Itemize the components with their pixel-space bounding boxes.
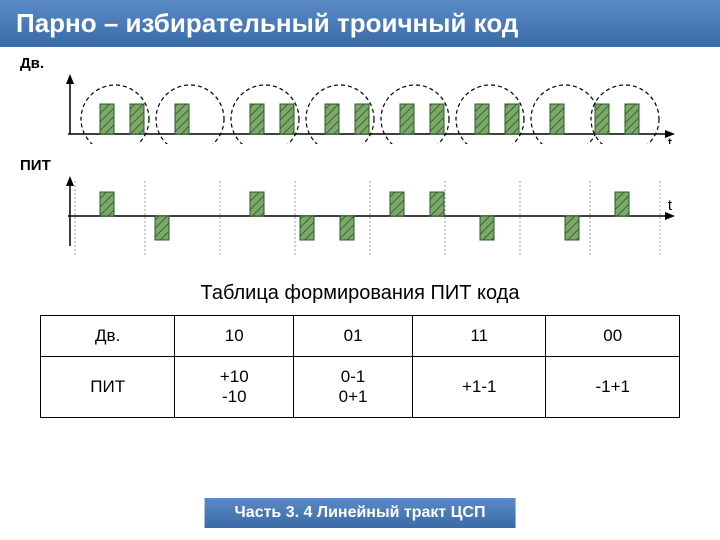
title-text: Парно – избирательный троичный код (16, 8, 518, 38)
bottom-diagram: ПИТ t (0, 149, 720, 266)
cell: -1+1 (546, 357, 680, 418)
title-bar: Парно – избирательный троичный код (0, 0, 720, 47)
footer-bar: Часть 3. 4 Линейный тракт ЦСП (205, 498, 516, 528)
bottom-diagram-label: ПИТ (20, 157, 700, 174)
footer-text: Часть 3. 4 Линейный тракт ЦСП (235, 504, 486, 521)
cell: 01 (294, 316, 413, 357)
svg-text:t: t (668, 135, 673, 144)
cell: Дв. (41, 316, 175, 357)
cell: 10 (175, 316, 294, 357)
cell: 00 (546, 316, 680, 357)
top-diagram: Дв. t (0, 47, 720, 149)
bottom-diagram-svg: t (20, 176, 680, 261)
table-caption: Таблица формирования ПИТ кода (0, 282, 720, 305)
top-diagram-label: Дв. (20, 55, 700, 72)
code-table: Дв. 10 01 11 00 ПИТ +10-10 0-10+1 +1-1 -… (40, 315, 680, 418)
table-row: Дв. 10 01 11 00 (41, 316, 680, 357)
table-row: ПИТ +10-10 0-10+1 +1-1 -1+1 (41, 357, 680, 418)
cell: ПИТ (41, 357, 175, 418)
cell: 0-10+1 (294, 357, 413, 418)
cell: +1-1 (413, 357, 546, 418)
top-diagram-svg: t (20, 74, 680, 144)
svg-text:t: t (668, 197, 673, 214)
cell: 11 (413, 316, 546, 357)
cell: +10-10 (175, 357, 294, 418)
